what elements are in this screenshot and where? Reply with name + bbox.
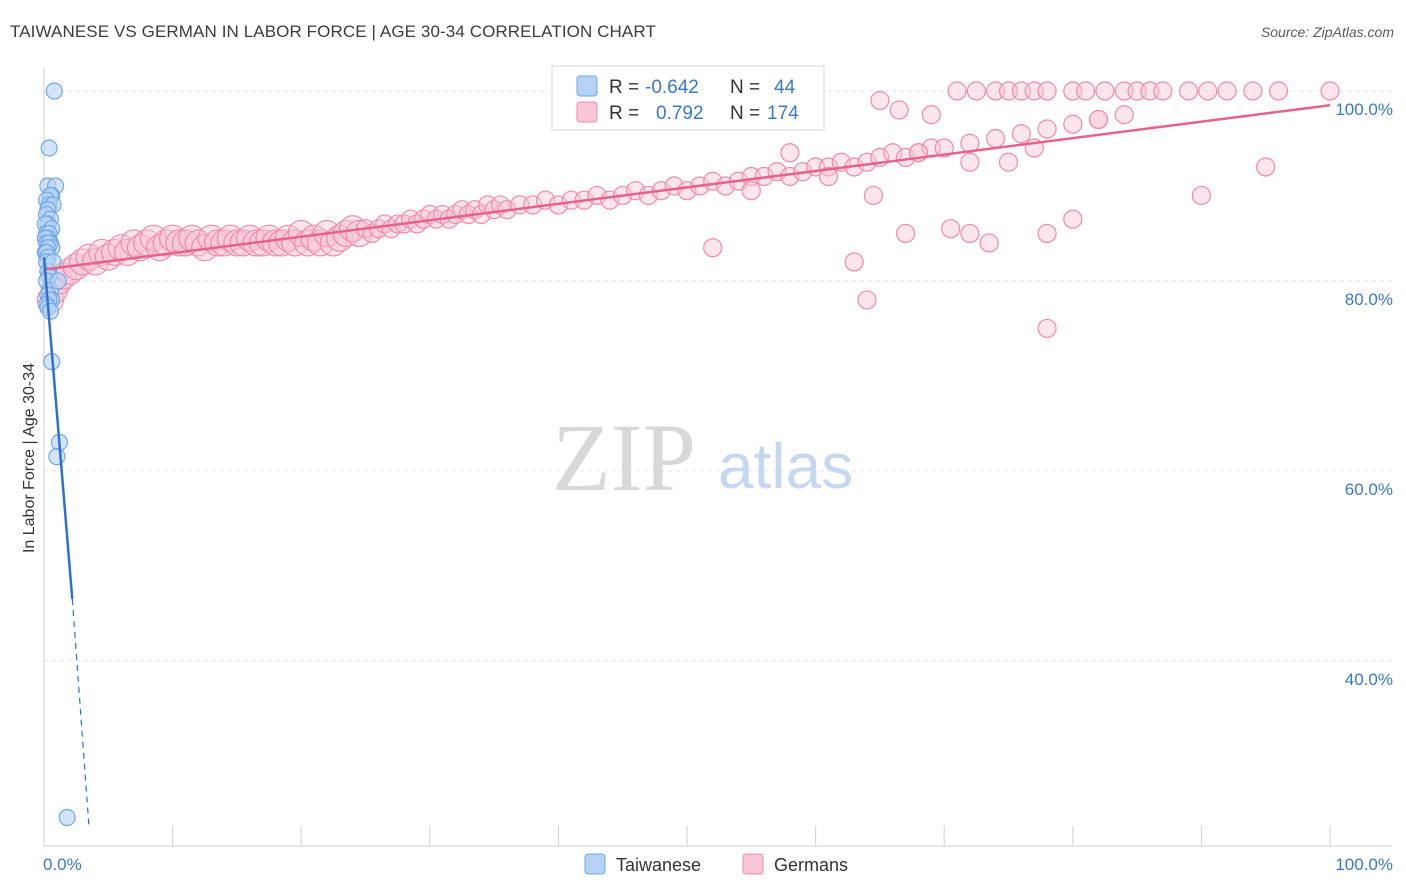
grid-lines — [44, 90, 1392, 662]
legend-r-label-germans: R = — [609, 103, 639, 124]
y-tick-label: 100.0% — [1335, 100, 1393, 119]
germans-point — [1198, 81, 1218, 101]
legend-n-label-germans: N = — [730, 103, 760, 124]
germans-point — [703, 238, 723, 258]
germans-point — [844, 252, 864, 272]
legend-r-value-germans: 0.792 — [656, 103, 704, 124]
taiwanese-point — [40, 139, 58, 157]
correlation-legend: R = -0.642 N = 44 R = 0.792 N = 174 — [551, 65, 825, 131]
germans-point — [1217, 81, 1237, 101]
germans-point — [960, 223, 980, 244]
trend-lines — [42, 103, 1331, 828]
y-tick-label: 40.0% — [1345, 670, 1393, 689]
germans-point — [1037, 223, 1057, 244]
watermark-zip: ZIP — [552, 404, 696, 511]
tick-labels: 40.0% 60.0% 80.0% 100.0% 0.0% 100.0% — [43, 100, 1393, 874]
germans-trend-line — [43, 103, 1331, 271]
x-tick-label: 0.0% — [43, 855, 82, 874]
taiwanese-point — [48, 448, 66, 466]
source-note: Source: ZipAtlas.com — [1260, 24, 1394, 40]
germans-point — [863, 185, 884, 206]
taiwanese-trend-line — [42, 257, 74, 600]
germans-point — [1320, 81, 1340, 101]
watermark-atlas: atlas — [718, 430, 853, 502]
legend-n-label-taiwanese: N = — [730, 77, 760, 98]
germans-point — [960, 152, 980, 172]
y-axis-label: In Labor Force | Age 30-34 — [21, 363, 38, 553]
germans-point — [1011, 124, 1031, 144]
taiwanese-trend-extension — [71, 599, 90, 828]
germans-point — [1076, 81, 1096, 101]
germans-point — [741, 181, 761, 201]
series-legend: Taiwanese Germans — [584, 853, 848, 875]
germans-point — [1268, 81, 1289, 101]
germans-point — [947, 81, 967, 101]
germans-point — [934, 138, 954, 158]
legend-r-value-taiwanese: -0.642 — [645, 77, 699, 98]
taiwanese-point — [45, 82, 63, 100]
germans-point — [818, 166, 839, 187]
legend-swatch-taiwanese — [576, 75, 598, 97]
legend-n-value-germans: 174 — [767, 103, 799, 124]
germans-point — [966, 81, 986, 101]
germans-point — [1037, 119, 1057, 139]
legend-n-value-taiwanese: 44 — [774, 77, 796, 98]
germans-point — [921, 105, 941, 125]
germans-point — [870, 90, 890, 111]
germans-point — [1153, 81, 1173, 101]
bottom-legend-swatch-germans — [742, 853, 764, 875]
germans-point — [780, 143, 800, 163]
germans-point — [1256, 157, 1276, 177]
germans-point — [986, 128, 1006, 149]
germans-point — [1037, 81, 1057, 101]
germans-point — [1063, 209, 1083, 229]
germans-point — [889, 100, 909, 120]
legend-r-label-taiwanese: R = — [609, 77, 639, 98]
germans-point — [896, 223, 916, 244]
taiwanese-point — [49, 272, 67, 290]
y-tick-label: 80.0% — [1345, 290, 1393, 309]
germans-point — [1063, 114, 1083, 134]
y-tick-label: 60.0% — [1345, 480, 1393, 499]
germans-point — [979, 233, 999, 253]
germans-point — [1178, 81, 1199, 101]
chart-title: TAIWANESE VS GERMAN IN LABOR FORCE | AGE… — [10, 22, 656, 41]
germans-point — [1037, 318, 1057, 339]
germans-point — [1243, 81, 1263, 101]
taiwanese-point — [41, 302, 60, 320]
germans-point — [1088, 109, 1109, 130]
germans-point — [1191, 185, 1212, 206]
germans-point — [941, 219, 961, 239]
germans-point — [1095, 81, 1115, 101]
taiwanese-points — [36, 82, 76, 827]
bottom-legend-swatch-taiwanese — [584, 853, 606, 875]
axes — [43, 68, 1392, 847]
bottom-legend-label-taiwanese: Taiwanese — [616, 855, 701, 875]
x-tick-label: 100.0% — [1335, 855, 1393, 874]
germans-point — [998, 152, 1019, 172]
bottom-legend-label-germans: Germans — [774, 855, 848, 875]
legend-swatch-germans — [576, 101, 598, 123]
germans-point — [857, 290, 877, 310]
germans-point — [1114, 105, 1134, 125]
watermark: ZIP atlas — [552, 404, 853, 511]
taiwanese-point — [58, 808, 76, 827]
